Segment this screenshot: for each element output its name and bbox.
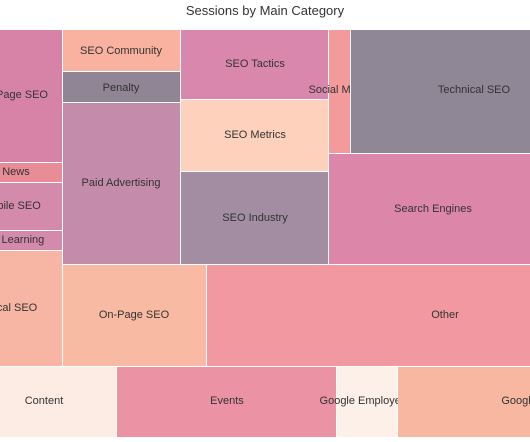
tile-label-google: Googl [501, 395, 530, 407]
chart-title: Sessions by Main Category [185, 3, 345, 18]
tile-label-seo-community: SEO Community [80, 45, 162, 57]
tile-other[interactable] [207, 265, 530, 367]
tile-local-seo[interactable] [0, 251, 63, 367]
tile-machine-learning[interactable] [0, 231, 63, 251]
tile-content[interactable] [0, 367, 117, 438]
tile-mobile-seo[interactable] [0, 183, 63, 231]
tile-seo-community[interactable] [63, 30, 181, 72]
tile-on-page-seo[interactable] [0, 30, 63, 163]
tile-label-local-seo: ocal SEO [0, 302, 38, 314]
tile-label-seo-tactics: SEO Tactics [225, 58, 285, 70]
tile-label-events: Events [210, 395, 244, 407]
tile-penalty[interactable] [63, 72, 181, 103]
tile-label-seo-industry: SEO Industry [222, 212, 288, 224]
tile-seo-industry[interactable] [181, 172, 329, 265]
tile-label-penalty: Penalty [102, 82, 140, 94]
tile-label-mobile-seo: obile SEO [0, 200, 41, 212]
tile-label-paid-advertising: Paid Advertising [81, 177, 161, 189]
tile-label-search-engines: Search Engines [394, 203, 472, 215]
tile-google[interactable] [398, 367, 530, 438]
treemap-plot: Page SEO News obile SEO ine Learning ocal SE… [0, 30, 530, 438]
tile-technical-seo[interactable] [351, 30, 530, 154]
tile-social-media[interactable] [329, 30, 351, 154]
tile-paid-advertising[interactable] [63, 103, 181, 265]
tile-label-seo-metrics: SEO Metrics [224, 129, 286, 141]
tile-news[interactable] [0, 163, 63, 183]
tile-seo-tactics[interactable] [181, 30, 329, 100]
tile-label-content: Content [24, 395, 64, 407]
tile-label-other: Other [431, 309, 459, 321]
tile-on-page-seo[interactable] [63, 265, 207, 367]
tile-label-on-page-seo: Page SEO [0, 89, 48, 101]
tile-seo-metrics[interactable] [181, 100, 329, 172]
tile-label-news: News [2, 166, 30, 178]
tile-label-machine-learning: ine Learning [0, 234, 45, 246]
tile-label-on-page-seo: On-Page SEO [98, 309, 170, 321]
tile-label-google-employees: Google Employees [319, 395, 413, 407]
tile-search-engines[interactable] [329, 154, 530, 265]
tile-events[interactable] [117, 367, 337, 438]
tile-google-employees[interactable] [337, 367, 398, 438]
tile-label-technical-seo: Technical SEO [437, 84, 511, 96]
